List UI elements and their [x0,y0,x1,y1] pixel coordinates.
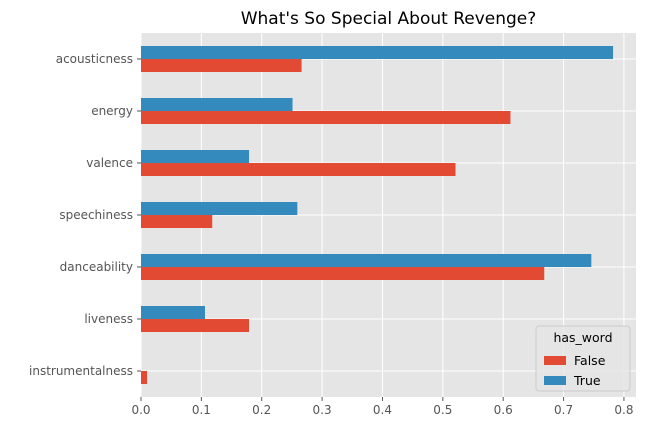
y-tick-label: instrumentalness [29,364,133,378]
bar-true-valence [141,150,250,163]
bar-false-speechiness [141,215,213,228]
x-tick-label: 0.6 [494,403,513,417]
legend: has_word False True [535,325,631,392]
legend-swatch-true [544,376,566,385]
legend-swatch-false [544,356,566,365]
x-axis-ticks: 0.0 0.1 0.2 0.3 0.4 0.5 0.6 0.7 0.8 [131,397,633,417]
y-tick-label: danceability [60,260,133,274]
bar-false-liveness [141,319,250,332]
bar-true-danceability [141,254,592,267]
x-tick-label: 0.0 [131,403,150,417]
legend-label-true: True [573,373,601,388]
x-tick-label: 0.3 [313,403,332,417]
x-tick-label: 0.8 [614,403,633,417]
bar-false-acousticness [141,59,302,72]
bar-true-energy [141,98,293,111]
y-axis-ticks: instrumentalness liveness danceability spee… [29,52,141,378]
legend-items: False True [544,353,606,388]
bar-true-speechiness [141,202,298,215]
x-tick-label: 0.4 [373,403,392,417]
legend-box [535,325,631,392]
bar-false-energy [141,111,511,124]
y-tick-label: valence [86,156,133,170]
x-tick-label: 0.5 [433,403,452,417]
x-tick-label: 0.1 [192,403,211,417]
bar-false-instrumentalness [141,371,148,384]
bars [141,46,614,384]
chart-title: What's So Special About Revenge? [241,9,537,29]
x-tick-label: 0.7 [554,403,573,417]
x-tick-label: 0.2 [252,403,271,417]
bar-true-liveness [141,306,205,319]
y-tick-label: speechiness [59,208,133,222]
y-tick-label: acousticness [56,52,133,66]
bar-true-acousticness [141,46,614,59]
bar-false-danceability [141,267,545,280]
legend-label-false: False [574,353,606,368]
y-tick-label: liveness [84,312,133,326]
bar-false-valence [141,163,456,176]
legend-title: has_word [553,330,612,345]
y-tick-label: energy [91,104,133,118]
